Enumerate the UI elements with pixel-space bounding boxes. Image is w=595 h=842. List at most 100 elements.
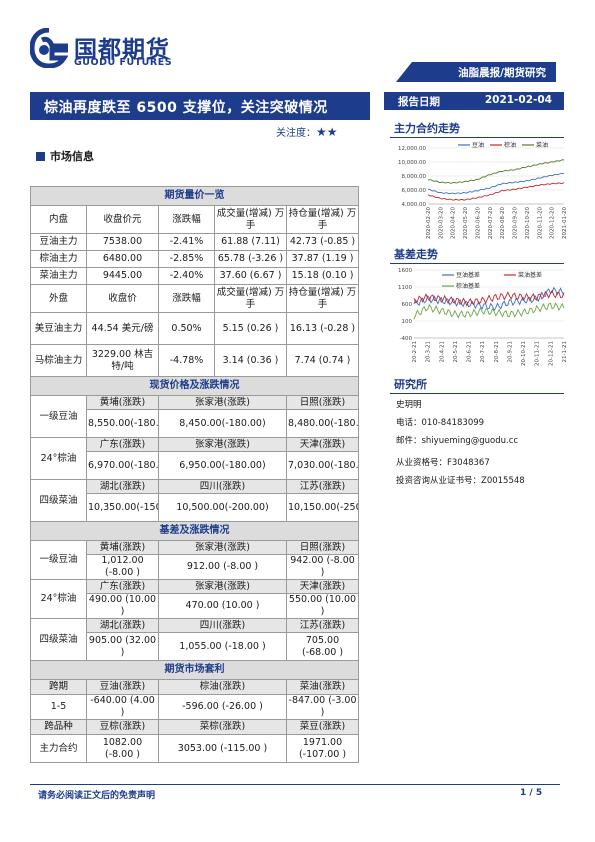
table-row: 8,550.00(-180.00) 8,450.00(-180.00) 8,48… <box>31 409 360 438</box>
cell: 6,950.00(-180.00) <box>158 451 287 480</box>
x-tick-label: 20-6-21 <box>467 341 473 362</box>
researcher-email: 邮件：shiyueming@guodu.cc <box>396 436 519 446</box>
market-info-label: 市场信息 <box>50 150 94 163</box>
cell: 8,450.00(-180.00) <box>158 409 287 438</box>
cell: 3053.00 (-115.00 ) <box>158 734 287 763</box>
col-header: 豆棕(涨跌) <box>86 719 159 735</box>
legend-label: 棕油 <box>504 141 516 149</box>
x-tick-label: 2020-03-20 <box>438 207 444 239</box>
logo-en-text: GUODU FUTURES <box>74 57 173 68</box>
place-label: 张家港(涨跌) <box>158 579 287 594</box>
x-tick-label: 2020-04-20 <box>451 207 457 239</box>
legend-label: 豆油 <box>472 141 484 149</box>
col-header: 收盘价 <box>86 284 159 313</box>
star-icon: ★★ <box>316 125 338 139</box>
report-date-label: 报告日期 <box>398 96 440 108</box>
chart2-title: 基差走势 <box>394 248 438 261</box>
cell: 7.74 (0.74 ) <box>285 344 360 377</box>
cell: 42.73 (-0.85 ) <box>285 233 360 251</box>
table-row: 马棕油主力 3229.00 林吉特/吨 -4.78% 3.14 (0.36 ) … <box>30 344 360 377</box>
cell: -2.40% <box>158 267 215 285</box>
futures-trend-chart: 4,000.00 6,000.00 8,000.00 10,000.00 12,000.… <box>398 141 568 239</box>
focus-label: 关注度： <box>276 128 316 139</box>
place-label: 张家港(涨跌) <box>158 395 287 410</box>
focus-rating: 关注度：★★ <box>276 124 338 139</box>
series-line <box>413 286 565 312</box>
cell: 550.00 (10.00 ) <box>285 593 360 619</box>
x-tick-label: 20-11-21 <box>535 341 541 366</box>
y-tick-label: 12,000.00 <box>398 146 426 152</box>
cell: -847.00 (-3.00 ) <box>285 694 360 720</box>
place-label: 黄埔(涨跌) <box>86 395 159 410</box>
cell: 0.50% <box>158 312 215 345</box>
table-row: 棕油主力 6480.00 -2.85% 65.78 (-3.26 ) 37.87… <box>30 250 360 268</box>
place-label: 四川(涨跌) <box>158 618 287 633</box>
col-header: 涨跌幅 <box>158 284 215 313</box>
col-header: 棕油(涨跌) <box>158 679 287 695</box>
place-label: 张家港(涨跌) <box>158 540 287 555</box>
x-tick-label: 20-4-21 <box>439 341 445 362</box>
market-info-heading: 市场信息 <box>36 148 94 164</box>
place-label: 湖北(涨跌) <box>86 479 159 494</box>
col-header: 外盘 <box>30 284 87 313</box>
cell: 6,970.00(-180.00) <box>86 451 159 480</box>
legend-label: 豆油基差 <box>456 271 480 279</box>
cell: 61.88 (7.11) <box>214 233 287 251</box>
cell: 1971.00 (-107.00 ) <box>285 734 360 763</box>
place-label: 江苏(涨跌) <box>285 618 360 633</box>
section-tag-text: 油脂晨报/期货研究 <box>458 67 546 79</box>
cell: 10,500.00(-200.00) <box>158 493 287 522</box>
row-label: 四级菜油 <box>30 618 87 661</box>
table-row: 美豆油主力 44.54 美元/磅 0.50% 5.15 (0.26 ) 16.1… <box>30 312 360 345</box>
cell: 8,550.00(-180.00) <box>86 409 159 438</box>
place-label: 江苏(涨跌) <box>285 479 360 494</box>
table-row: 10,350.00(-150.00) 10,500.00(-200.00) 10… <box>31 493 360 522</box>
cell: 44.54 美元/磅 <box>86 312 159 345</box>
col-header: 豆油(涨跌) <box>86 679 159 695</box>
page-title: 棕油再度跌至 6500 支撑位，关注突破情况 <box>44 100 328 116</box>
row-label: 主力合约 <box>30 734 87 763</box>
cell: 5.15 (0.26 ) <box>214 312 287 345</box>
x-tick-label: 20-7-21 <box>480 341 486 362</box>
report-date-bar: 报告日期 2021-02-04 <box>384 92 564 110</box>
place-label: 湖北(涨跌) <box>86 618 159 633</box>
page-number: 1 / 5 <box>520 788 543 798</box>
basis-section-title: 基差及涨跌情况 <box>29 521 360 541</box>
cell: -4.78% <box>158 344 215 377</box>
x-tick-label: 2020-05-20 <box>463 207 469 239</box>
cell: 1,055.00 (-18.00 ) <box>158 632 287 661</box>
futures-table: 期货量价一览 内盘 收盘价元 涨跌幅 成交量(增减) 万手 持仓量(增减) 万手… <box>29 186 360 763</box>
x-tick-label: 20-12-21 <box>548 341 554 366</box>
x-tick-label: 2021-01-20 <box>562 207 568 239</box>
cell: 9445.00 <box>86 267 159 285</box>
y-tick-label: 1100 <box>398 285 412 291</box>
col-header: 收盘价元 <box>86 205 159 234</box>
researcher-phone: 电话：010-84183099 <box>396 418 485 428</box>
series-line <box>428 172 564 195</box>
cell: 1,012.00 (-8.00 ) <box>86 554 159 580</box>
cell: 942.00 (-8.00 ) <box>285 554 360 580</box>
heading-rule <box>390 263 564 264</box>
table-row: 主力合约 1082.00 (-8.00 ) 3053.00 (-115.00 )… <box>30 734 360 763</box>
futures-section-title: 期货量价一览 <box>29 186 360 206</box>
cell: 10,150.00(-250.00) <box>285 493 360 522</box>
legend-label: 棕油基差 <box>456 282 480 290</box>
col-header: 涨跌幅 <box>158 205 215 234</box>
section-tag-corner <box>396 62 412 82</box>
x-tick-label: 2020-08-20 <box>500 207 506 239</box>
title-bar: 棕油再度跌至 6500 支撑位，关注突破情况 <box>30 92 370 120</box>
researcher-cert: 从业资格号：F3048367 <box>396 458 490 468</box>
col-header: 菜油(涨跌) <box>285 679 360 695</box>
cell: 8,480.00(-180.00) <box>285 409 360 438</box>
row-label: 一级豆油 <box>30 395 87 438</box>
y-tick-label: -400 <box>400 336 413 342</box>
x-tick-label: 21-1-21 <box>562 341 568 362</box>
cell: 490.00 (10.00 ) <box>86 593 159 619</box>
table-row: 6,970.00(-180.00) 6,950.00(-180.00) 7,03… <box>31 451 360 480</box>
place-label: 天津(涨跌) <box>285 437 360 452</box>
cell: -640.00 (4.00 ) <box>86 694 159 720</box>
row-label: 跨期 <box>30 679 87 695</box>
y-tick-label: 100 <box>402 319 413 325</box>
row-label: 马棕油主力 <box>30 344 87 377</box>
bullet-square-icon <box>36 152 45 161</box>
